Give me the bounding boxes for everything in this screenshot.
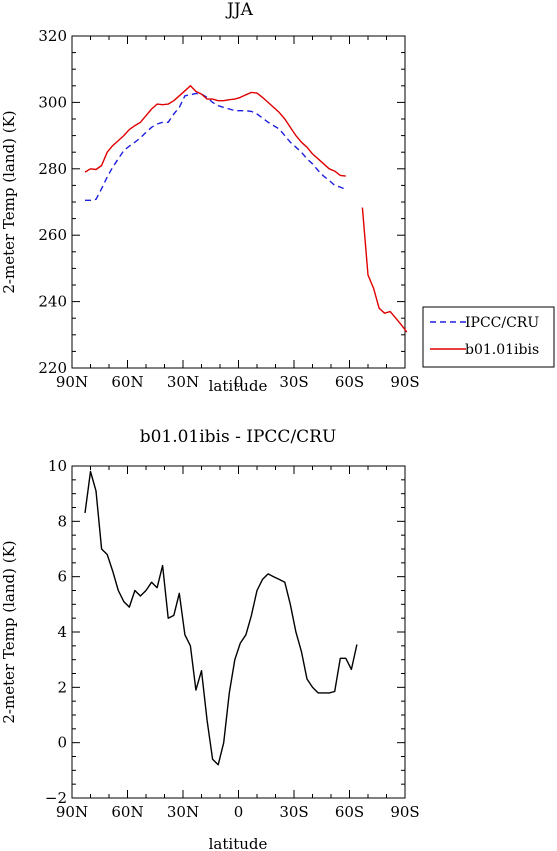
bottom-axis-ticks: 90N 60N 30N 0 30S 60S 90S −2 0 2 4 6 8 10: [45, 457, 420, 821]
top-x-tick-label: 0: [234, 373, 244, 391]
bottom-y-tick-label: 8: [57, 512, 67, 530]
legend-box: [422, 306, 555, 368]
legend: IPCC/CRU b01.01ibis: [422, 306, 555, 368]
bottom-series-difference-line: [84, 470, 358, 766]
top-x-tick-label: 60S: [335, 373, 364, 391]
bottom-y-tick-label: 10: [48, 457, 67, 475]
top-y-tick-label: 320: [38, 27, 67, 45]
bottom-x-tick-label: 90N: [56, 803, 88, 821]
top-chart-title: JJA: [225, 0, 254, 20]
bottom-plot-frame: [71, 465, 406, 799]
bottom-x-tick-label: 60N: [111, 803, 143, 821]
top-series-ipcc-cru-line: [85, 92, 347, 202]
top-y-tick-label: 260: [38, 226, 67, 244]
bottom-chart-title: b01.01ibis - IPCC/CRU: [140, 427, 337, 447]
bottom-x-tick-label: 0: [234, 803, 244, 821]
top-y-tick-label: 280: [38, 160, 67, 178]
bottom-y-tick-label: 0: [57, 734, 67, 752]
bottom-y-axis-label: 2-meter Temp (land) (K): [0, 540, 18, 723]
top-y-tick-label: 240: [38, 293, 67, 311]
legend-label-ipcc-cru: IPCC/CRU: [465, 315, 539, 331]
bottom-x-axis-label: latitude: [209, 835, 268, 851]
top-y-axis-label: 2-meter Temp (land) (K): [0, 110, 18, 293]
bottom-x-tick-label: 90S: [390, 803, 419, 821]
top-x-tick-label: 30N: [167, 373, 199, 391]
bottom-y-tick-label: 6: [57, 568, 67, 586]
top-y-tick-label: 300: [38, 93, 67, 111]
bottom-x-tick-label: 60S: [335, 803, 364, 821]
bottom-y-tick-label: −2: [45, 789, 67, 807]
top-series-lines: [84, 85, 408, 333]
top-x-tick-label: 60N: [111, 373, 143, 391]
bottom-y-tick-label: 4: [57, 623, 67, 641]
top-x-tick-label: 90N: [56, 373, 88, 391]
bottom-series-lines: [84, 470, 358, 766]
bottom-x-tick-label: 30N: [167, 803, 199, 821]
bottom-y-tick-label: 2: [57, 678, 67, 696]
top-x-axis-label: latitude: [209, 377, 268, 395]
top-axis-ticks: 90N 60N 30N 0 30S 60S 90S 220 240 260 280 300 320: [38, 27, 419, 391]
top-plot-frame: [71, 35, 406, 369]
legend-label-b01-01ibis: b01.01ibis: [465, 342, 539, 358]
top-x-tick-label: 90S: [390, 373, 419, 391]
top-series-b01-01ibis-line: [84, 85, 346, 177]
bottom-x-tick-label: 30S: [279, 803, 308, 821]
top-y-tick-label: 220: [38, 359, 67, 377]
top-series-b01-01ibis-line: [361, 207, 408, 333]
top-x-tick-label: 30S: [279, 373, 308, 391]
